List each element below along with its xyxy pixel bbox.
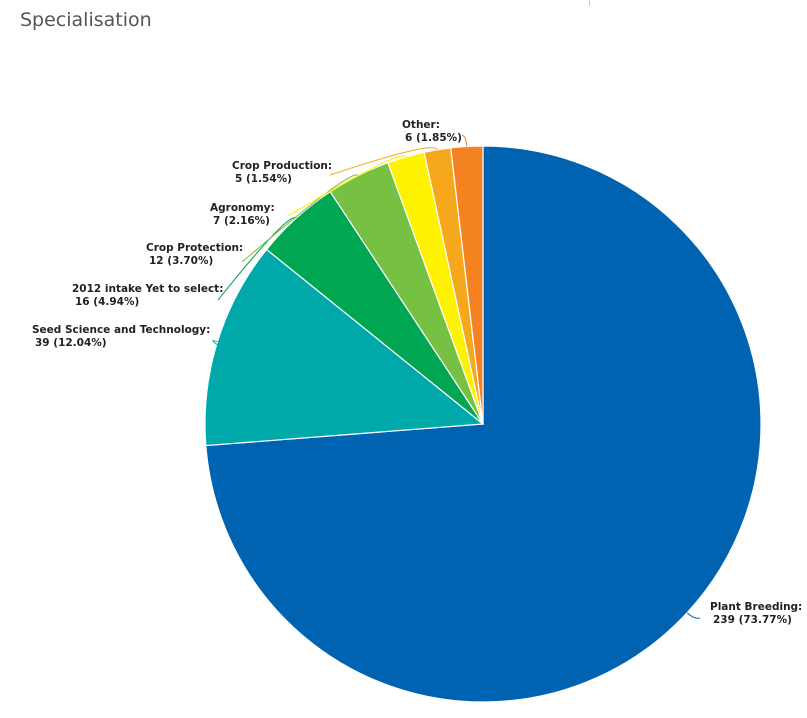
slice-label-value: 5 (1.54%)	[235, 173, 292, 185]
slice-labels: Plant Breeding:239 (73.77%) Seed Science …	[32, 119, 802, 626]
slice-label-name: Plant Breeding:	[710, 601, 802, 613]
leader-line	[212, 340, 219, 346]
slice-label-value: 16 (4.94%)	[75, 296, 139, 308]
slice-label-name: 2012 intake Yet to select:	[72, 283, 223, 295]
slice-label-name: Other:	[402, 119, 440, 131]
pie-slices	[204, 145, 762, 703]
slice-label-value: 12 (3.70%)	[149, 255, 213, 267]
slice-label-value: 6 (1.85%)	[405, 132, 462, 144]
leader-line	[287, 155, 407, 217]
slice-label-name: Seed Science and Technology:	[32, 324, 210, 336]
leader-line	[686, 612, 701, 619]
slice-label-value: 39 (12.04%)	[35, 337, 107, 349]
leader-line	[329, 147, 438, 176]
slice-label-name: Crop Production:	[232, 160, 332, 172]
corner-divider	[589, 0, 590, 6]
leader-line	[461, 134, 468, 147]
slice-label-name: Agronomy:	[210, 202, 275, 214]
slice-label-value: 7 (2.16%)	[213, 215, 270, 227]
slice-label-value: 239 (73.77%)	[713, 614, 792, 626]
slice-label-name: Crop Protection:	[146, 242, 243, 254]
leader-lines	[212, 134, 701, 619]
chart-title: Specialisation	[20, 9, 152, 31]
